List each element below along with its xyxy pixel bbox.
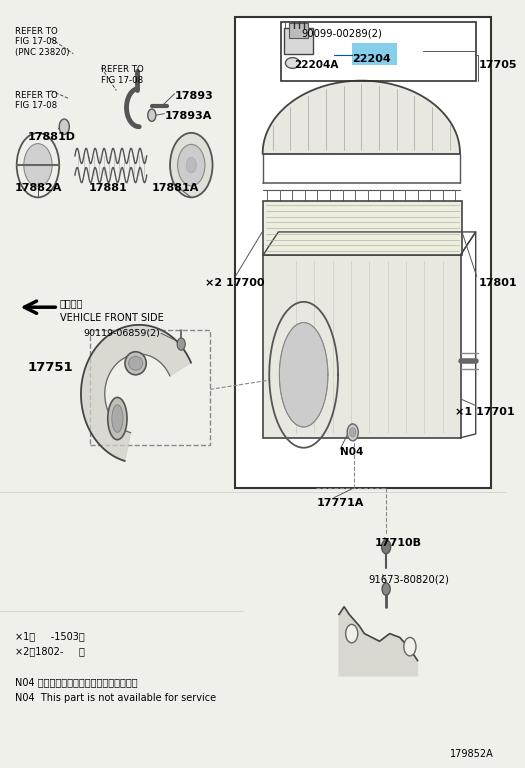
Text: 17751: 17751 xyxy=(28,361,74,374)
Bar xyxy=(263,201,461,255)
Ellipse shape xyxy=(108,398,127,439)
Circle shape xyxy=(382,583,390,595)
Polygon shape xyxy=(339,607,417,676)
Text: 91673-80820(2): 91673-80820(2) xyxy=(369,574,449,584)
Bar xyxy=(263,255,460,438)
Text: ×1 17701: ×1 17701 xyxy=(456,407,515,417)
Circle shape xyxy=(404,637,416,656)
Text: 17893: 17893 xyxy=(175,91,213,101)
Circle shape xyxy=(382,540,391,554)
Text: 17801: 17801 xyxy=(478,278,517,288)
Text: REFER TO
FIG 17-08: REFER TO FIG 17-08 xyxy=(101,65,144,84)
Circle shape xyxy=(345,624,358,643)
Bar xyxy=(285,28,313,54)
Bar xyxy=(281,22,476,81)
Text: N04  This part is not available for service: N04 This part is not available for servi… xyxy=(15,693,216,703)
Bar xyxy=(90,330,210,445)
Text: 17882A: 17882A xyxy=(15,183,62,193)
Text: 17881: 17881 xyxy=(89,183,127,193)
Text: 17771A: 17771A xyxy=(316,498,364,508)
Circle shape xyxy=(24,144,52,187)
Text: 90119-06859(2): 90119-06859(2) xyxy=(83,329,160,338)
Ellipse shape xyxy=(279,323,328,427)
Circle shape xyxy=(177,338,185,350)
Circle shape xyxy=(177,144,205,186)
Circle shape xyxy=(170,133,213,197)
Bar xyxy=(352,43,397,65)
Text: REFER TO
FIG 17-08
(PNC 23820): REFER TO FIG 17-08 (PNC 23820) xyxy=(15,27,70,57)
Circle shape xyxy=(350,428,356,437)
Text: 179852A: 179852A xyxy=(449,749,493,759)
Ellipse shape xyxy=(112,405,123,432)
Text: N04: N04 xyxy=(340,447,363,457)
Circle shape xyxy=(59,119,69,134)
Text: 22204: 22204 xyxy=(353,54,391,64)
Polygon shape xyxy=(81,325,191,461)
Ellipse shape xyxy=(129,356,143,370)
Text: 17705: 17705 xyxy=(478,60,517,70)
Text: VEHICLE FRONT SIDE: VEHICLE FRONT SIDE xyxy=(60,313,163,323)
Text: ×1（     -1503）: ×1（ -1503） xyxy=(15,631,85,641)
Circle shape xyxy=(148,109,156,121)
Circle shape xyxy=(347,424,358,441)
Text: REFER TO
FIG 17-08: REFER TO FIG 17-08 xyxy=(15,91,58,110)
Text: N04 この部品については補給していません: N04 この部品については補給していません xyxy=(15,677,138,687)
Ellipse shape xyxy=(286,58,300,68)
Text: 17881D: 17881D xyxy=(28,132,76,142)
Text: 車両前方: 車両前方 xyxy=(60,298,83,308)
Bar xyxy=(289,23,308,38)
Text: 17710B: 17710B xyxy=(374,538,422,548)
Ellipse shape xyxy=(125,352,146,375)
Text: ×2 17700: ×2 17700 xyxy=(205,278,265,288)
Text: 17881A: 17881A xyxy=(152,183,199,193)
Polygon shape xyxy=(262,81,460,154)
Circle shape xyxy=(186,157,196,173)
Text: 17893A: 17893A xyxy=(164,111,212,121)
Text: 90099-00289(2): 90099-00289(2) xyxy=(301,28,382,38)
Text: 22204A: 22204A xyxy=(295,60,339,70)
Text: ×2（1802-     ）: ×2（1802- ） xyxy=(15,647,85,657)
Bar xyxy=(235,17,491,488)
